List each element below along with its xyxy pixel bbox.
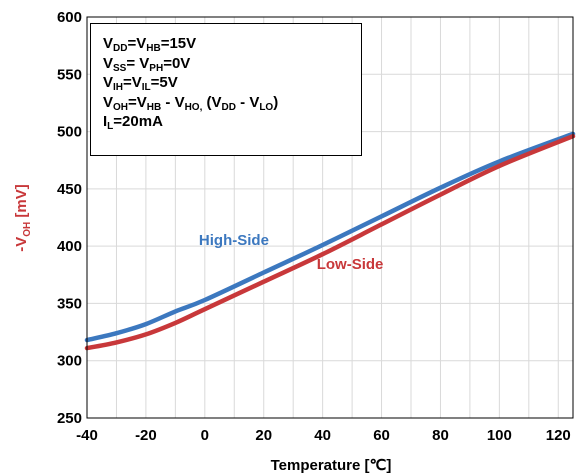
tick-labels: -40 -20 0 20 40 60 80 100 120 250 300 350 400 450 500 5… [57,9,571,444]
x-tick-label: 60 [373,427,390,444]
y-tick-label: 400 [57,238,82,255]
y-tick-label: 600 [57,9,82,26]
y-axis-title-main: -V [13,237,30,252]
x-tick-label: 20 [255,427,272,444]
series-line-low-side [84,133,576,351]
y-axis-title-unit: [mV] [13,184,30,222]
x-tick-label: -20 [135,427,157,444]
condition-line: VIH=VIL=5V [103,74,178,93]
plot-frame [86,16,574,419]
x-tick-label: 100 [487,427,512,444]
y-tick-label: 300 [57,353,82,370]
test-conditions-box: VDD=VHB=15V VSS= VPH=0V VIH=VIL=5V VOH=VHB … [90,23,362,156]
y-tick-label: 350 [57,295,82,312]
x-tick-label: 80 [432,427,449,444]
y-tick-label: 550 [57,66,82,83]
y-axis-title: -VOH [mV] [13,184,33,252]
series-label-high-side: High-Side [199,232,269,249]
condition-line: IL=20mA [103,113,163,132]
condition-line: VDD=VHB=15V [103,35,197,54]
x-tick-label: 40 [314,427,331,444]
condition-line: VSS= VPH=0V [103,54,191,74]
x-tick-label: -40 [76,427,98,444]
x-axis-title: Temperature [℃] [271,457,392,474]
series-line-high-side [84,131,576,343]
y-tick-label: 500 [57,124,82,141]
series-lines [84,131,576,351]
series-label-low-side: Low-Side [317,256,384,273]
condition-line: VOH=VHB - VHO, (VDD - VLO) [103,93,279,113]
x-tick-label: 0 [201,427,209,444]
y-tick-label: 450 [57,181,82,198]
y-axis-title-sub: OH [22,222,33,237]
x-tick-label: 120 [546,427,571,444]
series-labels: High-Side Low-Side [199,232,383,273]
y-tick-label: 250 [57,410,82,427]
